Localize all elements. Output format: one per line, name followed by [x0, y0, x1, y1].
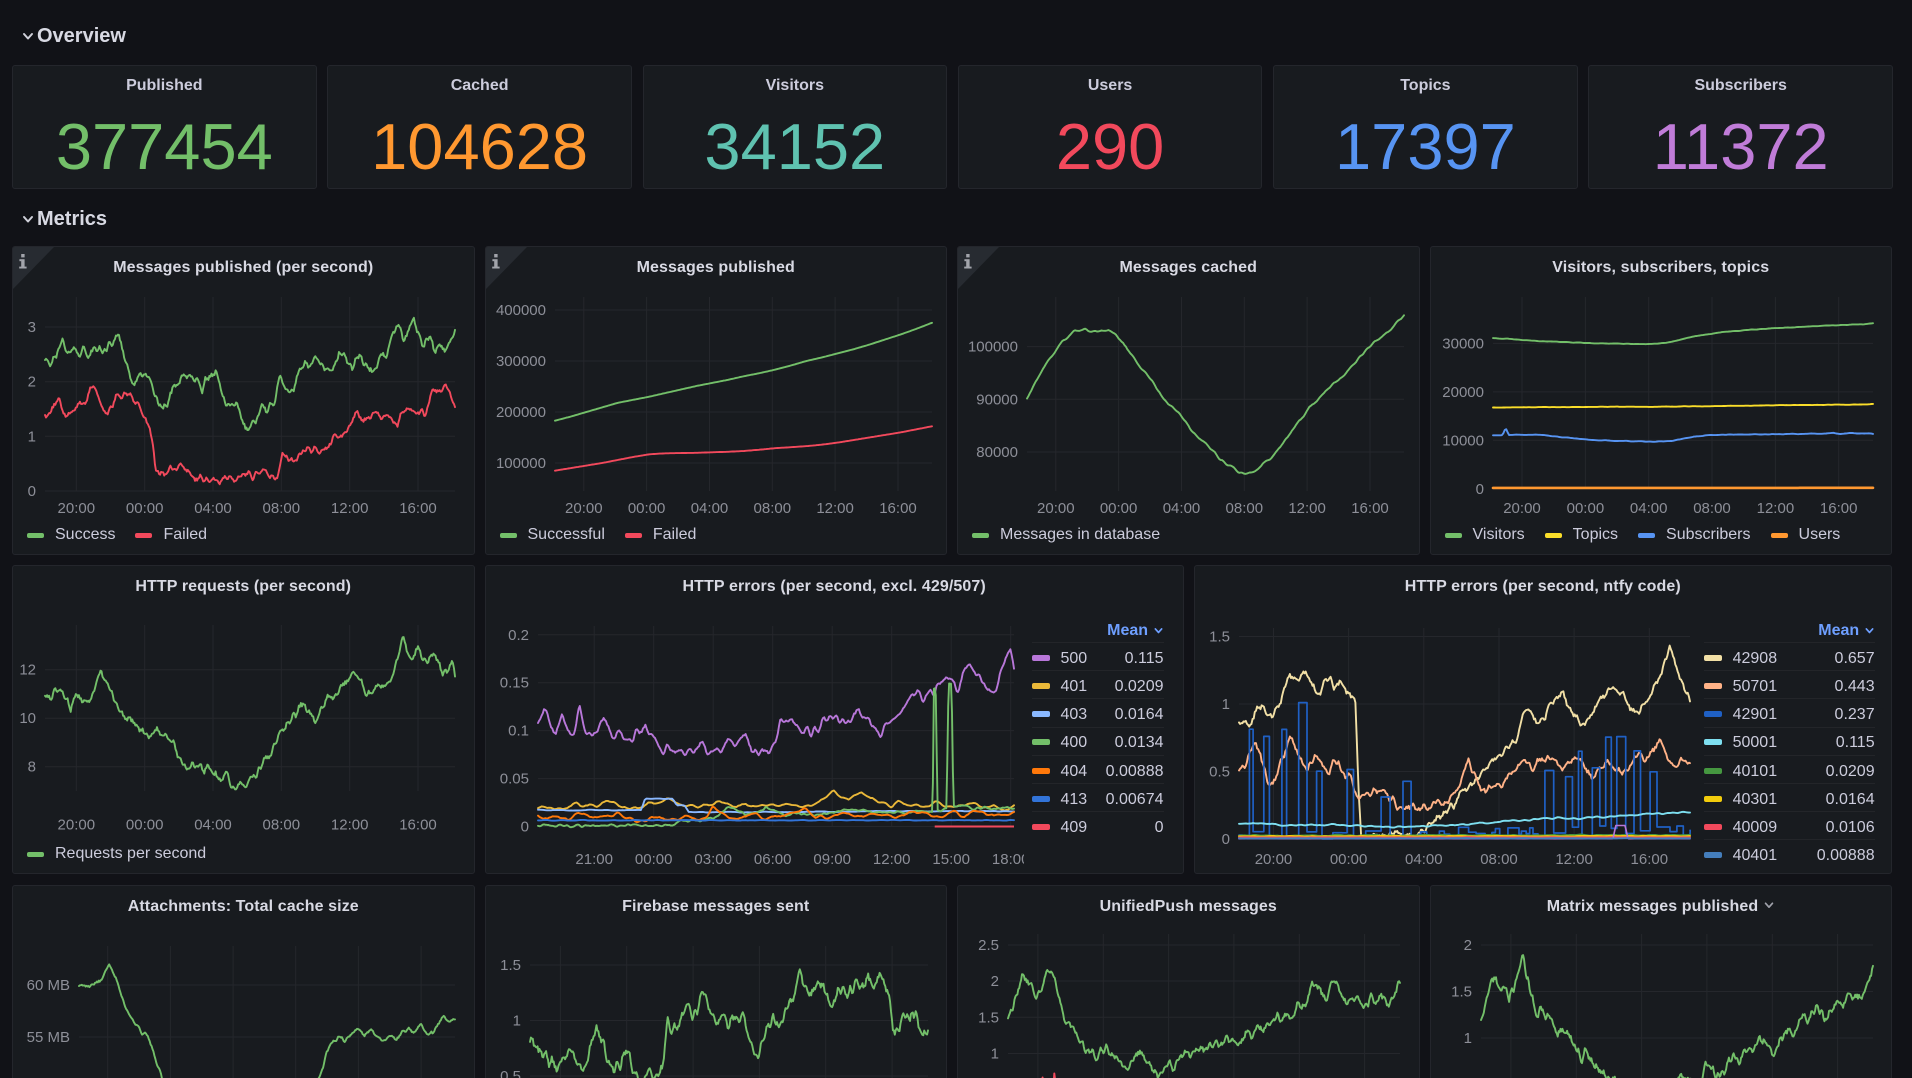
svg-text:1: 1: [1221, 696, 1229, 713]
svg-text:12:00: 12:00: [331, 817, 369, 834]
svg-text:00:00: 00:00: [627, 500, 665, 517]
svg-text:04:00: 04:00: [1629, 500, 1667, 517]
svg-text:16:00: 16:00: [1351, 500, 1389, 517]
svg-text:08:00: 08:00: [1226, 500, 1264, 517]
svg-text:0.1: 0.1: [508, 723, 529, 740]
svg-text:20:00: 20:00: [58, 817, 96, 834]
svg-text:2: 2: [1463, 937, 1471, 954]
svg-text:21:00: 21:00: [575, 851, 613, 868]
svg-text:00:00: 00:00: [1566, 500, 1604, 517]
svg-text:15:00: 15:00: [932, 851, 970, 868]
svg-text:2: 2: [28, 374, 36, 391]
svg-text:10000: 10000: [1442, 432, 1484, 449]
svg-text:08:00: 08:00: [263, 817, 301, 834]
svg-text:09:00: 09:00: [813, 851, 851, 868]
svg-text:1: 1: [991, 1046, 999, 1063]
svg-text:20:00: 20:00: [1503, 500, 1541, 517]
svg-text:8: 8: [28, 759, 36, 776]
svg-text:00:00: 00:00: [126, 817, 164, 834]
svg-text:12:00: 12:00: [1288, 500, 1326, 517]
svg-text:0.2: 0.2: [508, 627, 529, 644]
svg-text:0: 0: [28, 483, 36, 500]
svg-text:12:00: 12:00: [816, 500, 854, 517]
svg-text:18:00: 18:00: [991, 851, 1029, 868]
svg-text:03:00: 03:00: [694, 851, 732, 868]
svg-text:20:00: 20:00: [58, 500, 96, 517]
svg-text:300000: 300000: [495, 353, 545, 370]
svg-text:1: 1: [1463, 1030, 1471, 1047]
svg-text:0: 0: [520, 819, 528, 836]
svg-text:12:00: 12:00: [1555, 851, 1593, 868]
svg-text:1: 1: [512, 1013, 520, 1030]
svg-text:1.5: 1.5: [1451, 984, 1472, 1001]
svg-text:60 MB: 60 MB: [27, 977, 70, 994]
svg-text:2: 2: [991, 973, 999, 990]
svg-text:1.5: 1.5: [500, 957, 521, 974]
svg-text:20:00: 20:00: [1254, 851, 1292, 868]
svg-text:00:00: 00:00: [1100, 500, 1138, 517]
svg-text:200000: 200000: [495, 404, 545, 421]
svg-text:16:00: 16:00: [399, 500, 437, 517]
svg-text:20000: 20000: [1442, 384, 1484, 401]
svg-text:04:00: 04:00: [194, 817, 232, 834]
svg-text:04:00: 04:00: [690, 500, 728, 517]
svg-text:06:00: 06:00: [753, 851, 791, 868]
svg-text:100000: 100000: [968, 339, 1018, 356]
svg-text:80000: 80000: [976, 444, 1018, 461]
svg-text:1: 1: [28, 428, 36, 445]
svg-text:90000: 90000: [976, 391, 1018, 408]
svg-text:04:00: 04:00: [1405, 851, 1443, 868]
svg-text:1.5: 1.5: [1209, 629, 1230, 646]
svg-text:00:00: 00:00: [126, 500, 164, 517]
svg-text:1.5: 1.5: [978, 1009, 999, 1026]
svg-text:04:00: 04:00: [194, 500, 232, 517]
svg-text:12:00: 12:00: [872, 851, 910, 868]
svg-text:0: 0: [1475, 481, 1483, 498]
svg-text:10: 10: [19, 710, 36, 727]
svg-text:08:00: 08:00: [753, 500, 791, 517]
svg-text:16:00: 16:00: [399, 817, 437, 834]
svg-text:12:00: 12:00: [331, 500, 369, 517]
svg-text:3: 3: [28, 319, 36, 336]
svg-text:12:00: 12:00: [1756, 500, 1794, 517]
svg-text:08:00: 08:00: [1693, 500, 1731, 517]
svg-text:100000: 100000: [495, 455, 545, 472]
svg-text:16:00: 16:00: [1630, 851, 1668, 868]
svg-text:20:00: 20:00: [1037, 500, 1075, 517]
svg-text:0.15: 0.15: [499, 675, 528, 692]
svg-text:08:00: 08:00: [263, 500, 301, 517]
svg-text:55 MB: 55 MB: [27, 1029, 70, 1046]
svg-text:20:00: 20:00: [565, 500, 603, 517]
svg-text:0.05: 0.05: [499, 771, 528, 788]
svg-text:2.5: 2.5: [978, 937, 999, 954]
svg-text:12: 12: [19, 662, 36, 679]
svg-text:0.5: 0.5: [1209, 764, 1230, 781]
svg-text:04:00: 04:00: [1163, 500, 1201, 517]
svg-text:16:00: 16:00: [1819, 500, 1857, 517]
svg-text:30000: 30000: [1442, 335, 1484, 352]
svg-text:0: 0: [1221, 831, 1229, 848]
svg-text:0.5: 0.5: [500, 1068, 521, 1078]
svg-text:00:00: 00:00: [1329, 851, 1367, 868]
svg-text:08:00: 08:00: [1480, 851, 1518, 868]
svg-text:400000: 400000: [495, 302, 545, 319]
svg-text:00:00: 00:00: [634, 851, 672, 868]
svg-text:16:00: 16:00: [879, 500, 917, 517]
